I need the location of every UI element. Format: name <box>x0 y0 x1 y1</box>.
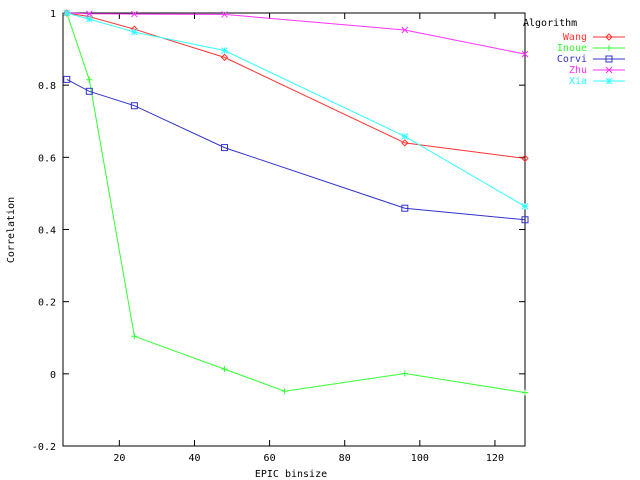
data-point <box>86 76 93 83</box>
data-point <box>63 9 71 17</box>
data-point <box>281 388 288 395</box>
data-point <box>85 15 93 23</box>
data-point <box>85 10 93 18</box>
data-point <box>401 26 409 34</box>
data-point <box>220 53 229 62</box>
plot-frame <box>62 12 526 447</box>
data-point <box>521 203 529 210</box>
y-tick-label: 0.8 <box>38 81 56 92</box>
series-inoue <box>63 10 528 396</box>
data-point <box>130 102 138 110</box>
data-point <box>401 204 409 212</box>
data-point <box>85 87 93 95</box>
legend-label: Xia <box>569 76 587 87</box>
data-point <box>401 139 409 147</box>
y-tick-label: 1 <box>50 9 56 20</box>
legend-title: Algorithm <box>523 18 577 29</box>
data-point <box>221 366 228 373</box>
y-tick-label: 0 <box>50 370 56 381</box>
data-point <box>521 216 529 224</box>
x-tick-label: 100 <box>411 453 429 464</box>
legend-marker <box>605 55 613 63</box>
legend-marker <box>605 33 613 41</box>
y-tick-label: -0.2 <box>32 442 56 453</box>
y-tick-label: 0.4 <box>38 226 56 237</box>
series-line <box>66 12 526 394</box>
data-point <box>131 28 138 36</box>
series-xia <box>63 9 529 210</box>
legend-label: Corvi <box>557 54 587 65</box>
data-point <box>131 333 138 340</box>
data-point <box>401 133 409 140</box>
legend-label: Inoue <box>557 43 587 54</box>
y-axis-label: Correlation <box>6 197 17 263</box>
data-point <box>131 10 138 18</box>
x-tick-label: 20 <box>113 453 125 464</box>
series-corvi <box>63 75 529 224</box>
legend-marker <box>605 77 613 85</box>
x-tick-label: 40 <box>188 453 200 464</box>
legend-label: Wang <box>563 32 587 43</box>
series-line <box>66 12 526 159</box>
data-point <box>522 389 528 396</box>
data-point <box>521 154 529 163</box>
series-layer <box>63 9 529 396</box>
series-line <box>66 12 526 207</box>
y-tick-label: 0.6 <box>38 153 56 164</box>
x-tick-label: 80 <box>339 453 351 464</box>
data-point <box>221 144 229 152</box>
x-axis-label: EPIC binsize <box>255 469 327 480</box>
series-line <box>66 12 526 55</box>
x-tick-label: 120 <box>486 453 504 464</box>
legend-label: Zhu <box>569 65 587 76</box>
data-point <box>63 75 71 83</box>
data-point <box>401 370 408 377</box>
x-axis: 20 40 60 80 100 120 <box>113 13 504 464</box>
x-tick-label: 60 <box>264 453 276 464</box>
data-point <box>221 11 228 18</box>
legend-marker <box>605 66 613 74</box>
data-point <box>521 50 529 58</box>
y-tick-label: 0.2 <box>38 298 56 309</box>
y-axis: -0.2 0 0.2 0.4 0.6 0.8 1 <box>32 9 525 453</box>
data-point <box>221 47 228 54</box>
series-line <box>66 78 526 221</box>
legend-marker <box>606 45 612 51</box>
